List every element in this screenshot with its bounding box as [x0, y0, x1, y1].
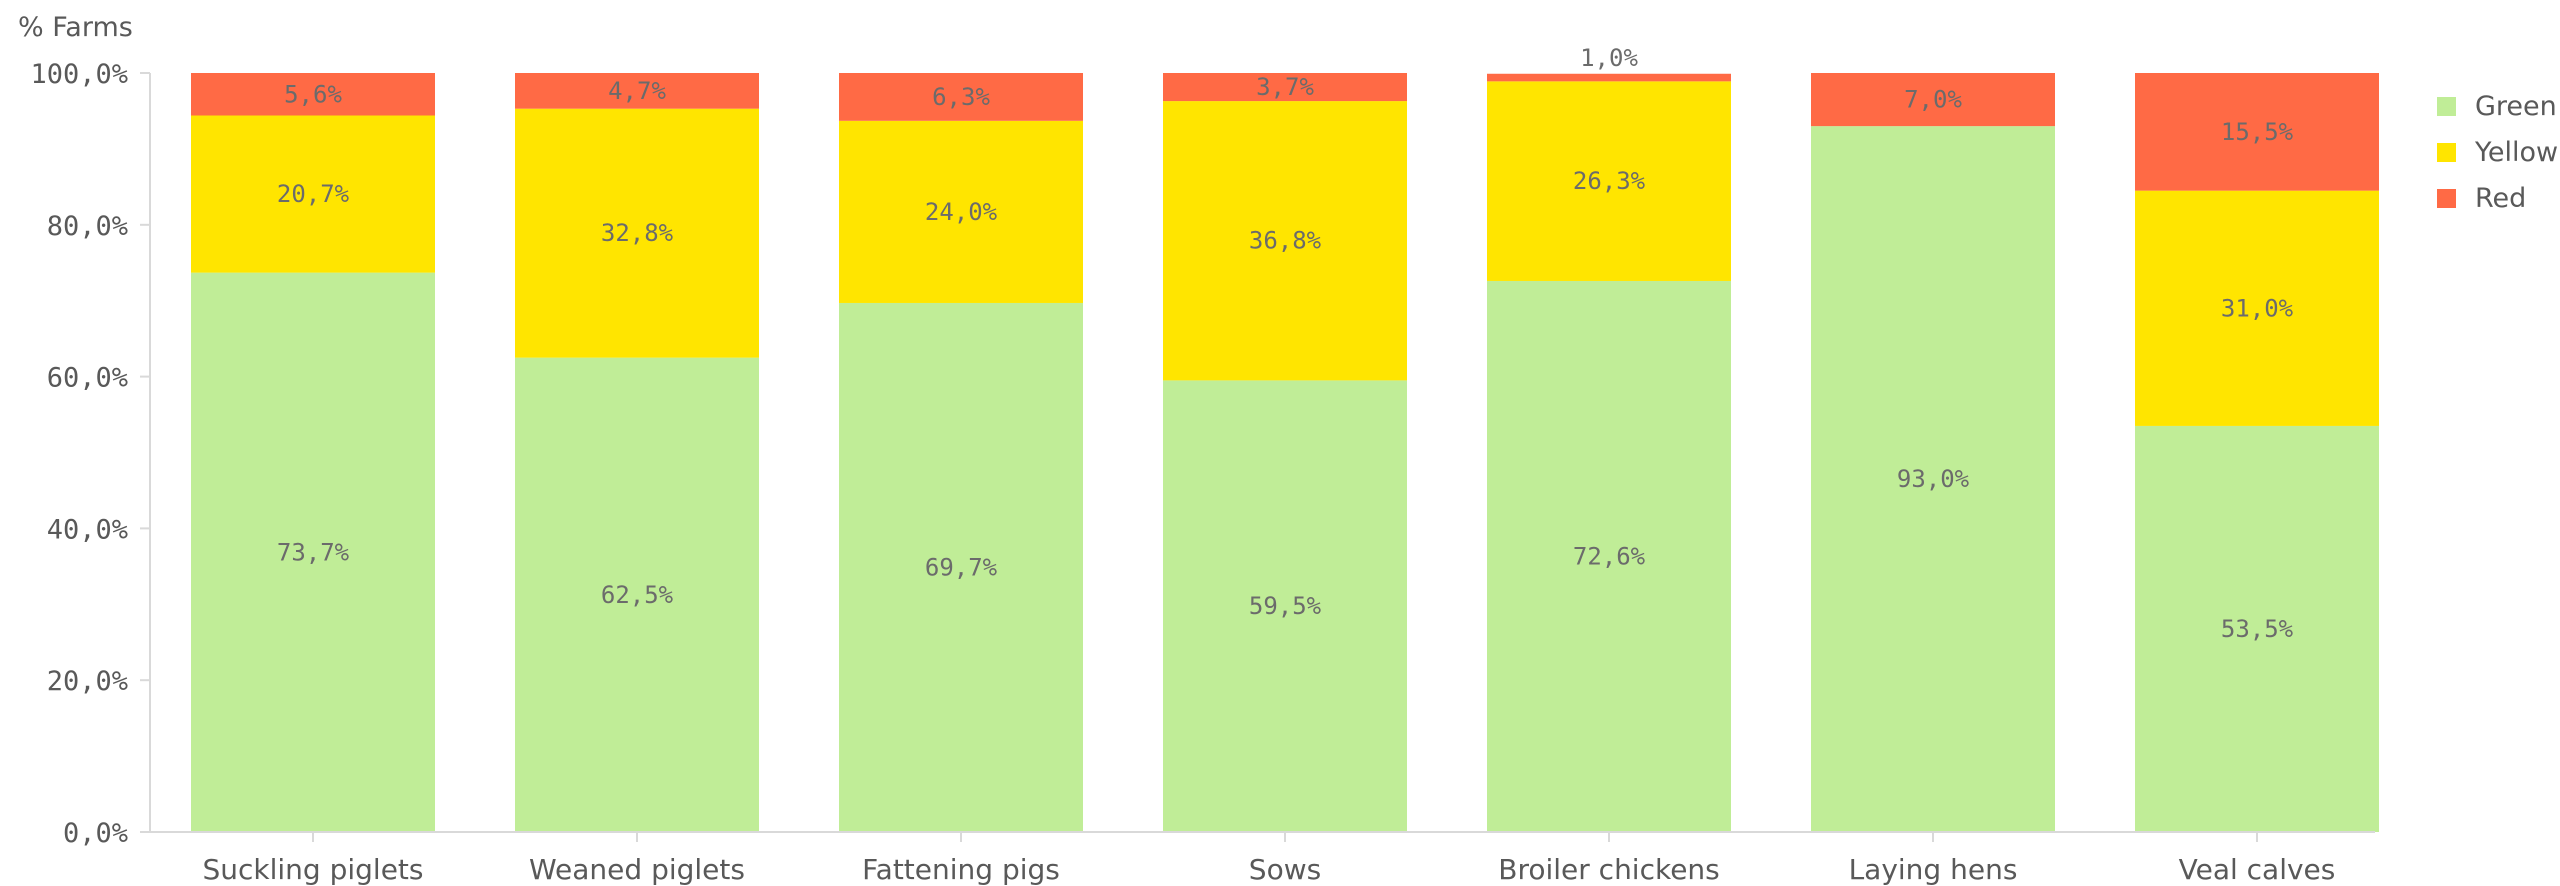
- bar-segment-yellow[interactable]: [515, 108, 759, 358]
- bar-segment-red[interactable]: [515, 73, 759, 109]
- bar-segment-green[interactable]: [839, 302, 1083, 832]
- bar-segment-yellow[interactable]: [1163, 101, 1407, 381]
- data-label: 36,8%: [1249, 227, 1322, 255]
- bar-segment-yellow[interactable]: [839, 120, 1083, 303]
- legend-swatch-yellow: [2437, 143, 2456, 162]
- data-label: 5,6%: [284, 80, 342, 108]
- bar-segment-yellow[interactable]: [191, 115, 435, 273]
- data-label: 6,3%: [932, 83, 990, 111]
- bar-segment-red[interactable]: [1487, 73, 1731, 82]
- x-tick-label: Fattening pigs: [862, 853, 1060, 886]
- y-tick-label: 80,0%: [47, 211, 128, 242]
- data-label: 15,5%: [2221, 118, 2294, 146]
- bar-segment-green[interactable]: [1163, 380, 1407, 832]
- y-tick-label: 0,0%: [63, 818, 128, 849]
- bar-segment-red[interactable]: [191, 73, 435, 116]
- x-tick-label: Suckling piglets: [202, 853, 423, 886]
- data-label: 69,7%: [925, 553, 998, 581]
- data-label: 24,0%: [925, 198, 998, 226]
- y-axis-label: % Farms: [18, 12, 133, 43]
- legend-label-red[interactable]: Red: [2475, 183, 2526, 214]
- x-tick-label: Sows: [1249, 853, 1321, 886]
- bars-layer: 73,7% 20,7% 5,6% 62,5% 32,8% 4,7% 69,7% 24,0% 6,…: [191, 44, 2379, 832]
- data-label: 32,8%: [601, 219, 674, 247]
- y-tick-label: 100,0%: [30, 59, 128, 90]
- data-label: 1,0%: [1580, 44, 1638, 72]
- data-label: 7,0%: [1904, 86, 1962, 114]
- legend-label-yellow[interactable]: Yellow: [2474, 137, 2558, 168]
- x-tick-label: Laying hens: [1849, 853, 2018, 886]
- bar-segment-green[interactable]: [515, 357, 759, 832]
- bar-segment-red[interactable]: [2135, 73, 2379, 191]
- axes-layer: 0,0% 20,0% 40,0% 60,0% 80,0% 100,0% Suckling p…: [30, 59, 2375, 886]
- bar-segment-yellow[interactable]: [1487, 81, 1731, 281]
- data-label: 93,0%: [1897, 465, 1970, 493]
- data-label: 31,0%: [2221, 294, 2294, 322]
- data-label: 53,5%: [2221, 615, 2294, 643]
- x-tick-label: Weaned piglets: [529, 853, 745, 886]
- bar-segment-green[interactable]: [2135, 425, 2379, 832]
- y-tick-label: 40,0%: [47, 514, 128, 545]
- bar-segment-red[interactable]: [1811, 73, 2055, 127]
- x-tick-label: Broiler chickens: [1498, 853, 1720, 886]
- x-tick-label: Veal calves: [2179, 853, 2336, 886]
- data-label: 26,3%: [1573, 167, 1646, 195]
- data-label: 62,5%: [601, 581, 674, 609]
- data-label: 73,7%: [277, 538, 350, 566]
- y-tick-label: 60,0%: [47, 363, 128, 394]
- legend-swatch-green: [2437, 97, 2456, 116]
- bar-segment-red[interactable]: [839, 73, 1083, 121]
- bar-segment-yellow[interactable]: [2135, 190, 2379, 426]
- legend-swatch-red: [2437, 189, 2456, 208]
- bar-segment-green[interactable]: [1811, 126, 2055, 832]
- bar-segment-red[interactable]: [1163, 73, 1407, 102]
- legend: Green Yellow Red: [2437, 91, 2558, 214]
- bar-segment-green[interactable]: [1487, 280, 1731, 832]
- legend-label-green[interactable]: Green: [2475, 91, 2557, 122]
- data-label: 20,7%: [277, 180, 350, 208]
- data-label: 72,6%: [1573, 542, 1646, 570]
- bar-segment-green[interactable]: [191, 272, 435, 832]
- data-label: 3,7%: [1256, 73, 1314, 101]
- y-tick-label: 20,0%: [47, 666, 128, 697]
- data-label: 4,7%: [608, 77, 666, 105]
- data-label: 59,5%: [1249, 592, 1322, 620]
